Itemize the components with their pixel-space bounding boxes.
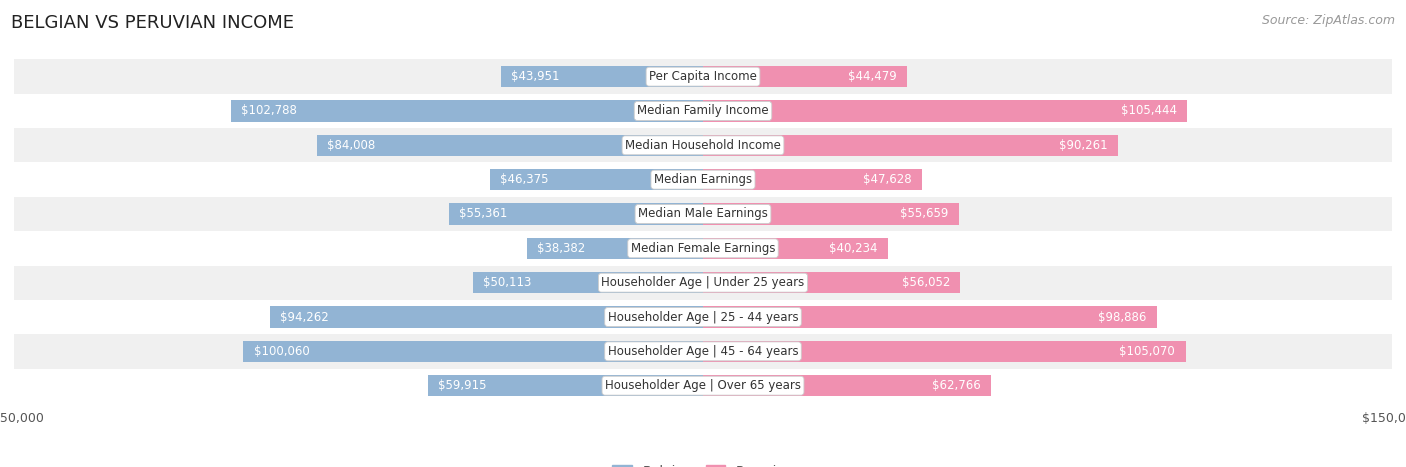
Text: $105,444: $105,444 [1121,105,1177,118]
Text: Householder Age | Over 65 years: Householder Age | Over 65 years [605,379,801,392]
Text: $46,375: $46,375 [501,173,548,186]
Bar [14,266,1392,300]
Bar [703,169,922,191]
Bar [703,272,960,293]
Text: Median Female Earnings: Median Female Earnings [631,242,775,255]
Text: BELGIAN VS PERUVIAN INCOME: BELGIAN VS PERUVIAN INCOME [11,14,294,32]
Bar [243,341,703,362]
Text: $90,261: $90,261 [1059,139,1108,152]
Text: Per Capita Income: Per Capita Income [650,70,756,83]
Text: Median Male Earnings: Median Male Earnings [638,207,768,220]
Bar [14,300,1392,334]
Text: $56,052: $56,052 [901,276,950,289]
Text: Median Earnings: Median Earnings [654,173,752,186]
Bar [703,238,887,259]
Legend: Belgian, Peruvian: Belgian, Peruvian [607,460,799,467]
Text: $47,628: $47,628 [863,173,911,186]
Text: Median Family Income: Median Family Income [637,105,769,118]
Text: $43,951: $43,951 [512,70,560,83]
Text: $40,234: $40,234 [830,242,877,255]
Text: Householder Age | 25 - 44 years: Householder Age | 25 - 44 years [607,311,799,324]
Text: Householder Age | Under 25 years: Householder Age | Under 25 years [602,276,804,289]
Bar [231,100,703,121]
Bar [318,134,703,156]
Bar [427,375,703,396]
Bar [703,306,1157,328]
Bar [703,66,907,87]
Bar [14,334,1392,368]
Text: $98,886: $98,886 [1098,311,1147,324]
Text: $38,382: $38,382 [537,242,585,255]
Bar [703,341,1185,362]
Bar [527,238,703,259]
Bar [703,100,1187,121]
Text: $100,060: $100,060 [253,345,309,358]
Text: $44,479: $44,479 [848,70,897,83]
Bar [703,375,991,396]
Text: Median Household Income: Median Household Income [626,139,780,152]
Text: $55,361: $55,361 [460,207,508,220]
Text: $62,766: $62,766 [932,379,981,392]
Bar [14,94,1392,128]
Bar [501,66,703,87]
Bar [449,203,703,225]
Bar [491,169,703,191]
Bar [14,163,1392,197]
Bar [14,368,1392,403]
Text: $102,788: $102,788 [242,105,297,118]
Text: $50,113: $50,113 [484,276,531,289]
Text: Householder Age | 45 - 64 years: Householder Age | 45 - 64 years [607,345,799,358]
Text: $105,070: $105,070 [1119,345,1175,358]
Bar [270,306,703,328]
Bar [14,128,1392,163]
Bar [14,231,1392,266]
Text: Source: ZipAtlas.com: Source: ZipAtlas.com [1261,14,1395,27]
Bar [472,272,703,293]
Bar [14,197,1392,231]
Text: $84,008: $84,008 [328,139,375,152]
Bar [14,59,1392,94]
Text: $94,262: $94,262 [280,311,329,324]
Text: $59,915: $59,915 [439,379,486,392]
Bar [703,203,959,225]
Text: $55,659: $55,659 [900,207,948,220]
Bar [703,134,1118,156]
